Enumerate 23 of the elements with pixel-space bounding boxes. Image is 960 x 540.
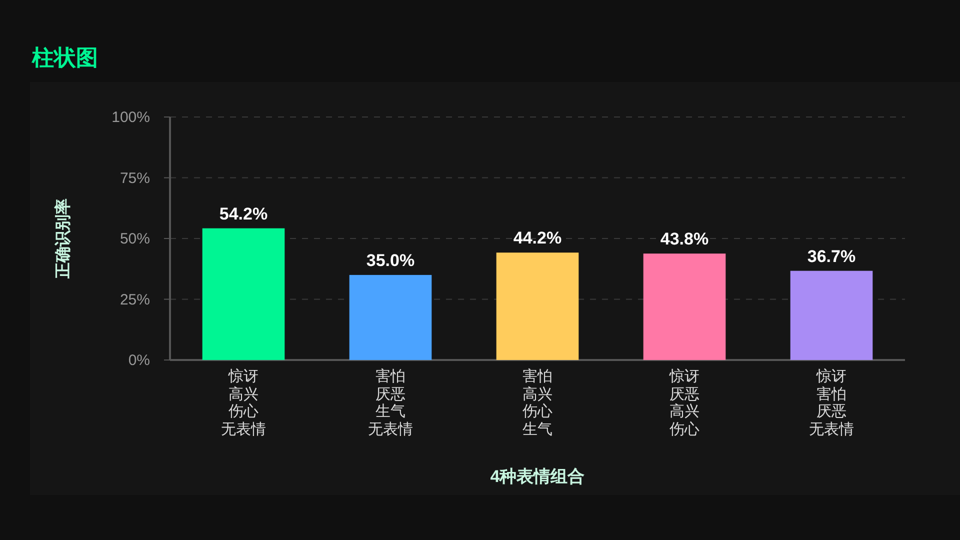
y-tick-label: 50% [120,230,150,248]
x-tick-label: 惊讶害怕厌恶无表情 [808,368,855,438]
data-label: 36.7% [807,246,856,266]
bar [202,228,285,360]
x-tick-label: 惊讶厌恶高兴伤心 [668,368,700,438]
y-tick-label: 100% [112,109,150,126]
y-tick-label: 25% [120,291,150,308]
bar [349,274,432,360]
y-tick-label: 0% [128,352,150,369]
data-label: 44.2% [513,228,562,248]
bar [496,252,579,360]
y-tick-label: 75% [120,170,150,187]
x-tick-label: 害怕高兴伤心生气 [522,368,554,438]
x-tick-label: 惊讶高兴伤心无表情 [220,368,267,438]
data-label: 54.2% [219,204,268,224]
chart-title: 柱状图 [31,45,98,70]
bar [790,270,873,360]
bar [643,254,726,360]
y-axis-title: 正确识别率 [53,198,72,280]
x-tick-label: 害怕厌恶生气无表情 [367,368,414,438]
x-axis-title: 4种表情组合 [490,467,585,486]
data-label: 35.0% [366,250,415,270]
data-label: 43.8% [660,230,709,249]
